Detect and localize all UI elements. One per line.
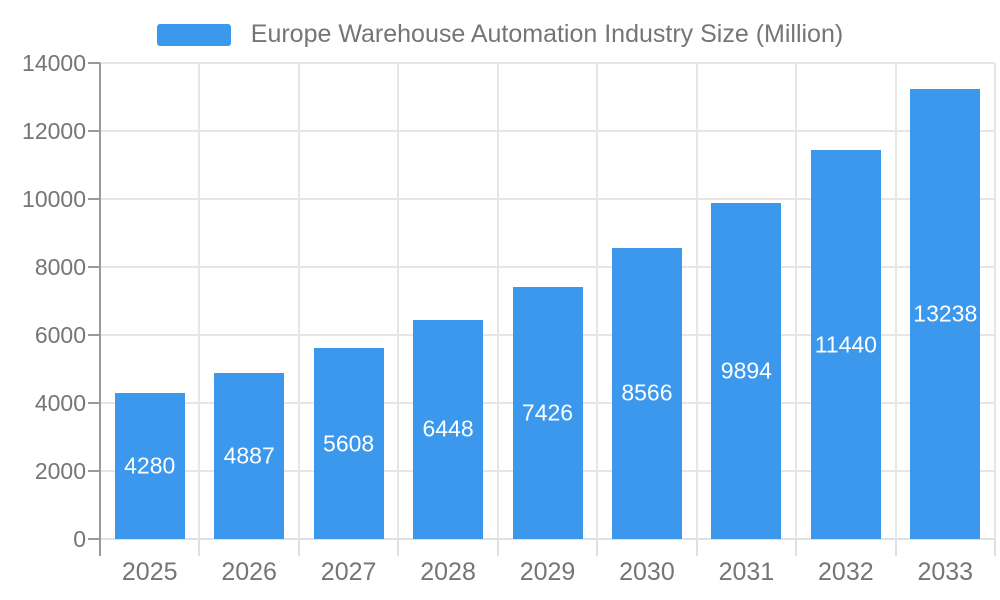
horizontal-gridline xyxy=(100,62,995,64)
x-axis-tick-label: 2027 xyxy=(320,558,377,586)
vertical-gridline xyxy=(695,63,698,539)
y-axis-tick xyxy=(88,470,100,472)
y-axis-tick xyxy=(88,62,100,64)
bar: 4280 xyxy=(114,393,185,539)
y-axis-tick-label: 12000 xyxy=(22,118,86,144)
vertical-gridline xyxy=(198,63,201,539)
bar: 13238 xyxy=(910,88,981,539)
x-axis-tick-label: 2033 xyxy=(917,558,974,586)
legend-label: Europe Warehouse Automation Industry Siz… xyxy=(250,20,844,48)
x-axis-tick xyxy=(198,539,201,556)
vertical-gridline xyxy=(496,63,499,539)
x-axis-tick xyxy=(695,539,698,556)
horizontal-gridline xyxy=(100,130,995,132)
y-axis-tick xyxy=(88,334,100,336)
horizontal-gridline xyxy=(100,266,995,268)
vertical-gridline xyxy=(894,63,897,539)
bar: 7426 xyxy=(512,286,583,539)
bar: 4887 xyxy=(214,372,285,539)
bar-value-label: 5608 xyxy=(323,430,375,457)
bar-value-label: 13238 xyxy=(913,300,978,327)
vertical-gridline xyxy=(397,63,400,539)
bar-value-label: 4887 xyxy=(223,442,275,469)
y-axis-tick-label: 2000 xyxy=(34,458,86,484)
plot-area: 4280 4887 5608 6448 7426 8566 9894 11440 13238 xyxy=(88,62,996,556)
y-axis-tick-label: 8000 xyxy=(34,254,86,280)
x-axis-tick xyxy=(596,539,599,556)
x-axis-tick xyxy=(994,539,996,556)
x-axis-tick-label: 2028 xyxy=(420,558,476,586)
bar-value-label: 9894 xyxy=(720,357,772,384)
horizontal-gridline xyxy=(100,198,995,200)
y-axis-tick-label: 4000 xyxy=(34,390,86,416)
y-axis-tick xyxy=(88,198,100,200)
x-axis-tick-label: 2026 xyxy=(221,558,277,586)
y-axis-tick-label: 10000 xyxy=(22,186,86,212)
y-axis-line xyxy=(99,63,101,556)
bar-value-label: 11440 xyxy=(814,331,877,357)
vertical-gridline xyxy=(795,63,798,539)
x-axis-tick xyxy=(795,539,798,556)
x-axis-tick-label: 2031 xyxy=(718,558,775,586)
y-axis-tick-label: 14000 xyxy=(22,50,86,76)
x-axis-tick-label: 2029 xyxy=(519,558,576,586)
bar: 5608 xyxy=(313,348,384,539)
y-axis-tick-label: 6000 xyxy=(34,322,86,348)
bar-value-label: 6448 xyxy=(422,415,474,442)
legend-swatch-icon xyxy=(156,23,231,46)
x-axis-tick xyxy=(397,539,400,556)
y-axis-tick xyxy=(88,130,100,132)
bar: 9894 xyxy=(711,202,782,539)
y-axis-tick xyxy=(88,402,100,404)
bar: 8566 xyxy=(611,247,682,539)
y-axis-tick-label: 0 xyxy=(73,526,86,552)
x-axis-tick-label: 2032 xyxy=(818,558,874,586)
vertical-gridline xyxy=(596,63,599,539)
x-axis-tick xyxy=(496,539,499,556)
x-axis-tick xyxy=(297,539,300,556)
bar-value-label: 7426 xyxy=(521,399,574,426)
bar-value-label: 8566 xyxy=(621,379,673,406)
vertical-gridline xyxy=(994,63,996,539)
bar-value-label: 4280 xyxy=(124,452,176,479)
x-axis-tick-label: 2025 xyxy=(121,558,178,586)
x-axis-tick-label: 2030 xyxy=(619,558,675,586)
y-axis-tick xyxy=(88,538,100,540)
x-axis-tick xyxy=(894,539,897,556)
y-axis-tick xyxy=(88,266,100,268)
x-axis-line xyxy=(100,538,995,540)
bar: 6448 xyxy=(413,319,484,539)
legend-item[interactable]: Europe Warehouse Automation Industry Siz… xyxy=(0,20,1000,49)
bar: 11440 xyxy=(810,150,881,539)
vertical-gridline xyxy=(297,63,300,539)
